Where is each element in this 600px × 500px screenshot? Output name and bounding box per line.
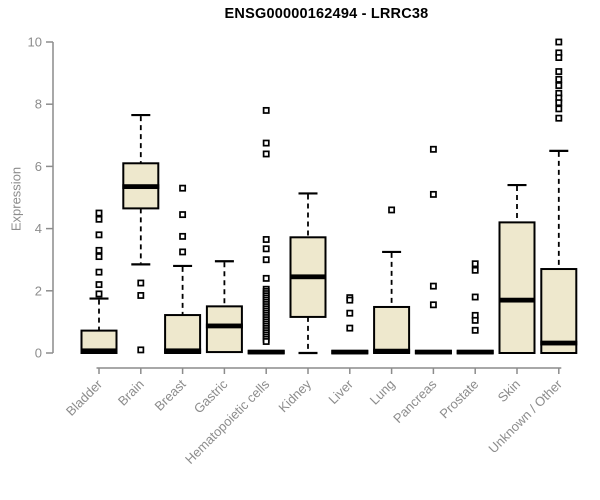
outlier-point (95, 281, 103, 289)
outlier-point (137, 292, 145, 299)
median-line (540, 340, 578, 346)
outlier-point (95, 215, 103, 223)
box-Unknown / Other (540, 268, 578, 354)
outlier-point (388, 206, 396, 214)
outlier-point (137, 346, 145, 354)
median-line (456, 349, 494, 355)
outlier-point (95, 290, 103, 298)
outlier-point (262, 150, 270, 158)
outlier-point (95, 231, 103, 239)
outlier-point (95, 209, 103, 217)
outlier-point (429, 190, 437, 198)
outlier-point (555, 38, 563, 46)
outlier-point (555, 82, 563, 89)
outlier-point (179, 211, 187, 219)
outlier-point (429, 282, 437, 290)
outlier-point (471, 326, 479, 334)
outlier-point (95, 246, 103, 254)
median-line (80, 348, 118, 354)
x-category-label: Bladder (63, 376, 106, 419)
x-category-label: Pancreas (390, 376, 440, 426)
outlier-point (95, 253, 103, 261)
x-category-label: Breast (152, 376, 189, 413)
outlier-point (471, 316, 479, 324)
outlier-point (179, 184, 187, 192)
outlier-point (555, 54, 563, 62)
outlier-point (262, 106, 270, 114)
median-line (205, 323, 243, 329)
outlier-point (95, 268, 103, 276)
box-Lung (373, 305, 411, 354)
x-category-label: Skin (495, 377, 523, 405)
outlier-point (555, 105, 563, 113)
x-category-label: Liver (325, 376, 356, 407)
outlier-point (262, 236, 270, 243)
outlier-point (262, 139, 270, 147)
outlier-point (471, 260, 479, 268)
x-category-label: Unknown / Other (485, 376, 565, 456)
outlier-point (346, 324, 354, 332)
outlier-point (429, 301, 437, 309)
median-line (289, 274, 327, 280)
y-tick-label: 6 (35, 159, 42, 174)
outlier-point (346, 296, 354, 304)
outlier-point (471, 293, 479, 301)
outlier-point (555, 75, 563, 83)
box-Skin (498, 221, 536, 354)
outlier-point (262, 274, 270, 282)
outlier-point (262, 256, 270, 264)
outlier-point (555, 68, 563, 75)
y-tick-label: 10 (28, 35, 42, 50)
outlier-point (429, 145, 437, 153)
y-tick-label: 8 (35, 97, 42, 112)
outlier-point (137, 279, 145, 287)
outlier-point (555, 99, 563, 107)
median-line (164, 348, 202, 354)
x-category-label: Lung (367, 377, 398, 408)
outlier-point (262, 338, 270, 345)
median-line (414, 349, 452, 355)
outlier-point (179, 248, 187, 256)
box-Gastric (205, 305, 243, 354)
median-line (373, 348, 411, 354)
median-line (331, 349, 369, 355)
outlier-point (471, 266, 479, 274)
outlier-point (346, 309, 354, 317)
outlier-point (555, 114, 563, 122)
chart-title: ENSG00000162494 - LRRC38 (224, 6, 429, 22)
box-Breast (164, 314, 202, 355)
outlier-point (262, 245, 270, 253)
y-tick-label: 4 (35, 221, 42, 236)
x-category-label: Gastric (191, 376, 231, 416)
x-category-label: Kidney (275, 376, 314, 415)
median-line (498, 297, 536, 303)
y-tick-label: 2 (35, 283, 42, 298)
outlier-point (179, 232, 187, 240)
x-category-label: Prostate (436, 377, 481, 422)
y-tick-label: 0 (35, 346, 42, 361)
median-line (122, 184, 160, 190)
median-line (247, 349, 285, 355)
x-category-label: Brain (115, 377, 147, 409)
